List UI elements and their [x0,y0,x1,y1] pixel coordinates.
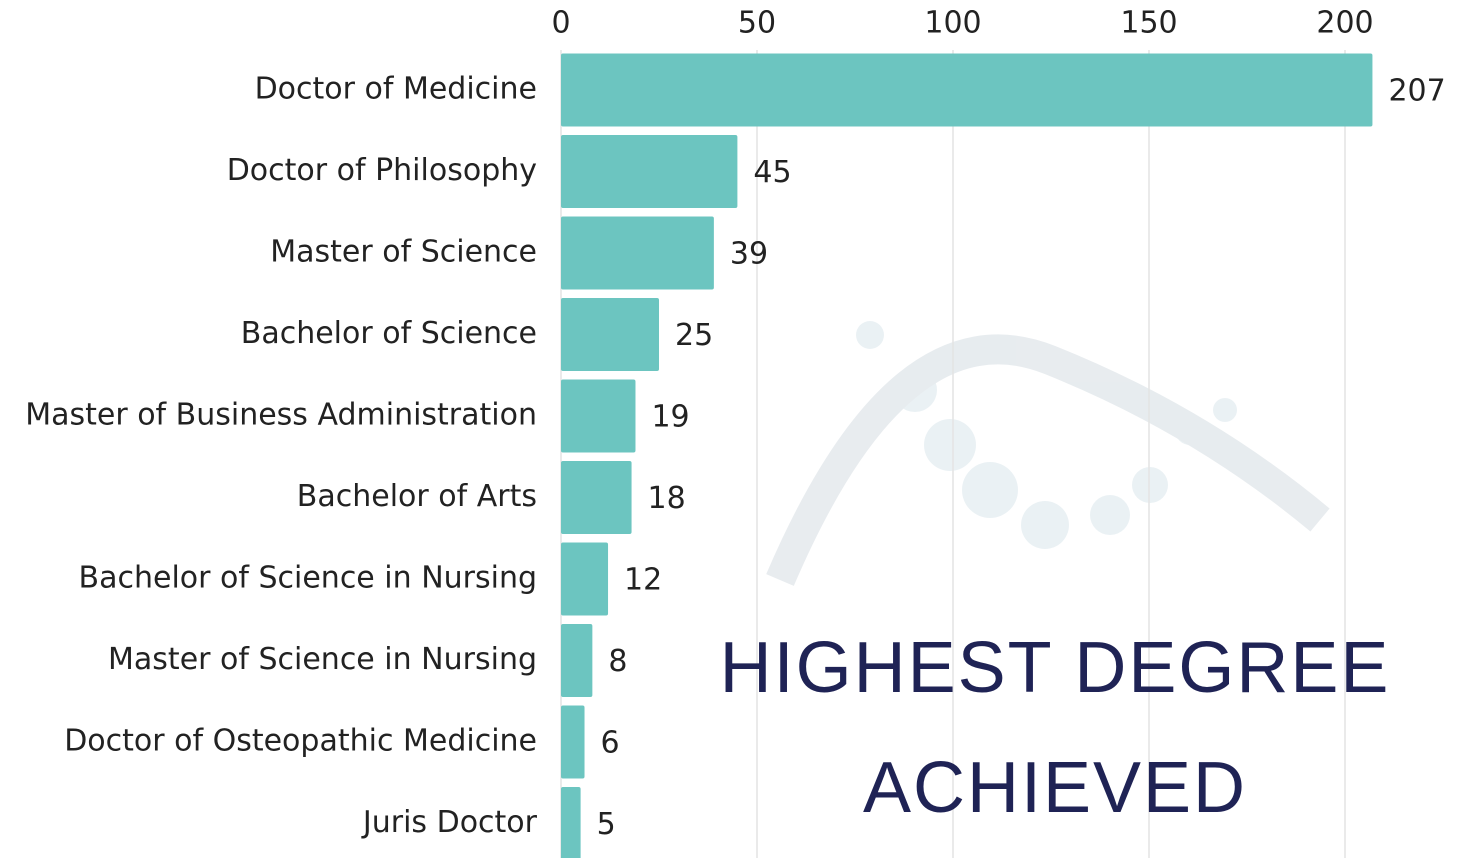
x-tick-label: 50 [738,6,776,41]
y-tick-label: Doctor of Medicine [255,72,537,107]
bar [561,135,738,208]
bar [561,53,1373,127]
bar [561,542,609,616]
x-tick-label: 150 [1120,6,1177,41]
bar [561,705,585,779]
value-label: 207 [1388,74,1445,109]
value-label: 25 [675,318,713,353]
y-tick-label: Master of Science [270,235,537,270]
x-tick-label: 200 [1316,6,1373,41]
bar [561,461,632,534]
y-tick-label: Master of Business Administration [25,398,537,433]
y-tick-label: Juris Doctor [361,805,538,840]
x-tick-label: 100 [924,6,981,41]
bar [561,379,636,453]
bar [561,787,581,858]
x-tick-label: 0 [551,6,570,41]
y-tick-label: Bachelor of Science in Nursing [79,561,537,596]
value-label: 39 [730,237,768,272]
bar [561,624,593,697]
y-tick-label: Bachelor of Arts [297,479,537,514]
value-label: 19 [651,400,689,435]
y-tick-label: Doctor of Philosophy [227,153,537,188]
value-label: 6 [601,726,620,761]
y-tick-label: Master of Science in Nursing [108,642,537,677]
value-label: 12 [624,563,662,598]
value-label: 5 [597,807,616,842]
y-tick-label: Bachelor of Science [241,316,537,351]
value-label: 18 [648,481,686,516]
bar [561,216,714,290]
y-tick-label: Doctor of Osteopathic Medicine [64,724,537,759]
value-label: 45 [753,155,791,190]
chart-title: HIGHEST DEGREE ACHIEVED [719,628,1391,828]
watermark [766,321,1330,586]
bar [561,298,659,371]
value-label: 8 [608,644,627,679]
